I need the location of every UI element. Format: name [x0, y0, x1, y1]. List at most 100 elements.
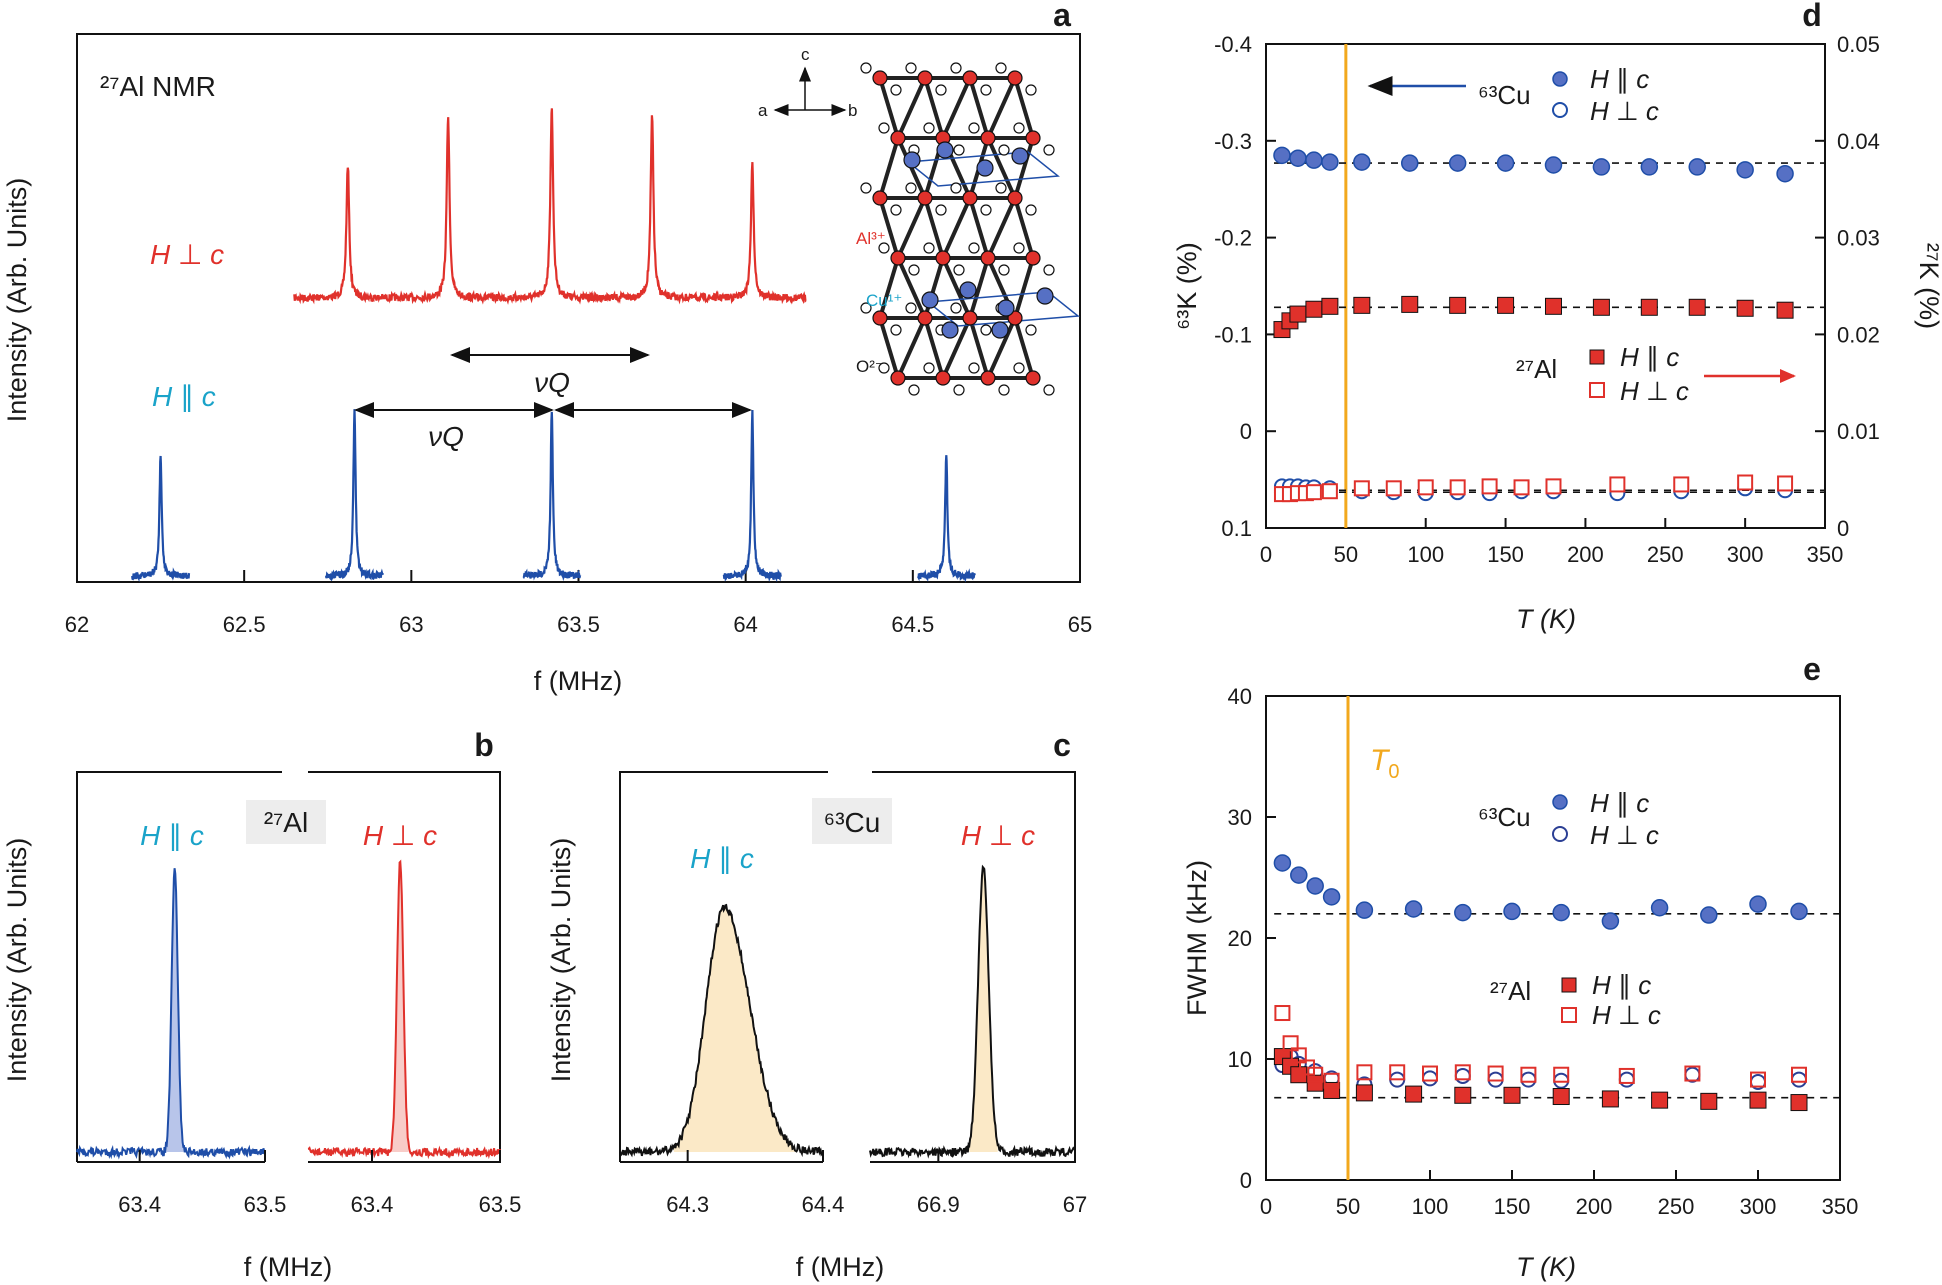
o-ion	[980, 84, 992, 96]
al-ion	[872, 70, 888, 86]
e-point-al-perp	[1274, 1005, 1291, 1022]
crystal-structure-inset: c a b Al³⁺ Cu¹⁺ O²⁻	[758, 45, 1080, 396]
al-ion	[872, 310, 888, 326]
panel-b-frame-right	[308, 771, 501, 1163]
e-point-cu-perp	[1520, 1071, 1537, 1088]
d-point-al-perp	[1609, 476, 1626, 493]
d-point-cu-par	[1776, 164, 1794, 183]
a-xtick-label: 64.5	[891, 612, 934, 637]
e-ytick-label: 10	[1228, 1047, 1252, 1072]
xtick-label: 64.4	[802, 1192, 845, 1217]
panel-c-label: c	[1053, 727, 1071, 763]
panel-d-xlabel: T (K)	[1516, 604, 1576, 634]
legend-al-par-marker	[1589, 349, 1605, 365]
al-ion	[872, 190, 888, 206]
e-point-al-perp	[1307, 1066, 1324, 1083]
al-ion	[980, 130, 996, 146]
d-point-al-perp	[1385, 480, 1402, 497]
e-legend-al-nucleus: ²⁷Al	[1490, 976, 1531, 1006]
panel-b-nucleus-box	[246, 800, 326, 844]
panel-e-data	[1273, 696, 1840, 1180]
e-xtick-label: 350	[1822, 1194, 1859, 1219]
lattice-bond	[1013, 257, 1035, 319]
nu-q-label-par: νQ	[428, 421, 464, 452]
d-point-al-par	[1289, 305, 1307, 323]
e-xtick-label: 150	[1494, 1194, 1531, 1219]
e-legend-cu-par: H ∥ c	[1590, 788, 1649, 818]
e-point-al-perp	[1422, 1065, 1438, 1082]
panel-c-nucleus: ⁶³Cu	[824, 807, 881, 838]
nu-q-label-perp: νQ	[534, 367, 570, 398]
panel-d-axes: 0 50 100 150 200 250 300 350 -0.4 -0.3 -0.2 -0.1 0 0.…	[1214, 32, 1880, 567]
e-point-cu-par	[1454, 903, 1472, 922]
o-ion	[953, 144, 965, 156]
d-ytick-label: -0.2	[1214, 226, 1252, 251]
axis-a-label: a	[758, 101, 768, 120]
d-point-cu-par	[1688, 158, 1706, 176]
a-xtick-label: 65	[1068, 612, 1092, 637]
d-point-cu-par	[1640, 158, 1659, 176]
e-point-cu-par	[1355, 901, 1374, 919]
legend-cu-par-marker	[1552, 71, 1568, 87]
lattice-bond	[968, 317, 990, 379]
d-point-cu-par	[1273, 146, 1291, 165]
label-h-par-c: H ∥ c	[152, 381, 216, 412]
e-point-al-par	[1601, 1090, 1619, 1108]
o-ion	[890, 324, 902, 336]
al-axis-arrowhead	[1780, 369, 1796, 383]
e-point-cu-perp	[1454, 1067, 1471, 1084]
al-ion	[980, 370, 996, 386]
o-ion	[968, 122, 980, 134]
d-point-al-perp	[1777, 475, 1794, 492]
al-ion	[917, 70, 933, 86]
panel-a-ylabel: Intensity (Arb. Units)	[2, 178, 32, 423]
a-xtick-label: 63.5	[557, 612, 600, 637]
panel-c-left-fill	[673, 905, 795, 1152]
e-point-al-par	[1454, 1086, 1472, 1104]
al-ion	[1025, 370, 1041, 386]
legend-al-nucleus: ²⁷Al	[1516, 354, 1557, 384]
panel-d-data	[1273, 44, 1825, 528]
e-point-cu-par	[1306, 877, 1324, 895]
panel-d-label: d	[1802, 0, 1822, 33]
cu-ion	[936, 141, 954, 159]
o-ion	[923, 362, 935, 374]
d-y2tick-label: 0.05	[1837, 32, 1880, 57]
panel-c-right-spectrum	[869, 864, 1075, 1159]
axis-b-label: b	[848, 101, 857, 120]
legend-cu-perp: H ⊥ c	[1590, 96, 1659, 126]
lattice-bond	[941, 257, 972, 319]
d-point-al-par	[1688, 298, 1706, 316]
d-point-al-par	[1305, 300, 1323, 318]
e-point-cu-par	[1749, 895, 1767, 913]
d-xtick-label: 100	[1407, 542, 1444, 567]
lattice-bond	[1013, 137, 1035, 199]
a-xtick-label: 62	[65, 612, 89, 637]
d-point-al-perp	[1545, 478, 1562, 495]
lattice-bond	[923, 317, 945, 379]
d-point-cu-par	[1400, 154, 1419, 172]
xtick-label: 63.5	[244, 1192, 287, 1217]
xtick-label: 64.3	[666, 1192, 709, 1217]
d-ytick-label: 0	[1240, 419, 1252, 444]
panel-e-label: e	[1803, 651, 1821, 687]
e-ytick-label: 20	[1228, 926, 1252, 951]
lattice-bond	[941, 77, 972, 139]
o-ion	[935, 204, 947, 216]
panel-c: c ⁶³Cu Intensity (Arb. Units) f (MHz) H …	[546, 727, 1087, 1282]
d-point-al-par	[1736, 299, 1754, 317]
lattice-bond	[896, 197, 927, 259]
e-ytick-label: 40	[1228, 684, 1252, 709]
panel-d-y2label: ²⁷K (%)	[1914, 243, 1942, 329]
panel-c-frame-left	[619, 771, 828, 1162]
o-ion	[998, 384, 1010, 396]
d-xtick-label: 150	[1487, 542, 1524, 567]
xtick-label: 66.9	[917, 1192, 960, 1217]
o-ion	[998, 264, 1010, 276]
panel-e-xlabel: T (K)	[1516, 1252, 1576, 1282]
crystal-lattice	[860, 62, 1080, 396]
panel-d-frame	[1265, 43, 1826, 529]
e-point-al-perp	[1750, 1071, 1766, 1088]
panel-b-right-spectrum	[307, 859, 501, 1160]
al-ion	[1025, 250, 1041, 266]
